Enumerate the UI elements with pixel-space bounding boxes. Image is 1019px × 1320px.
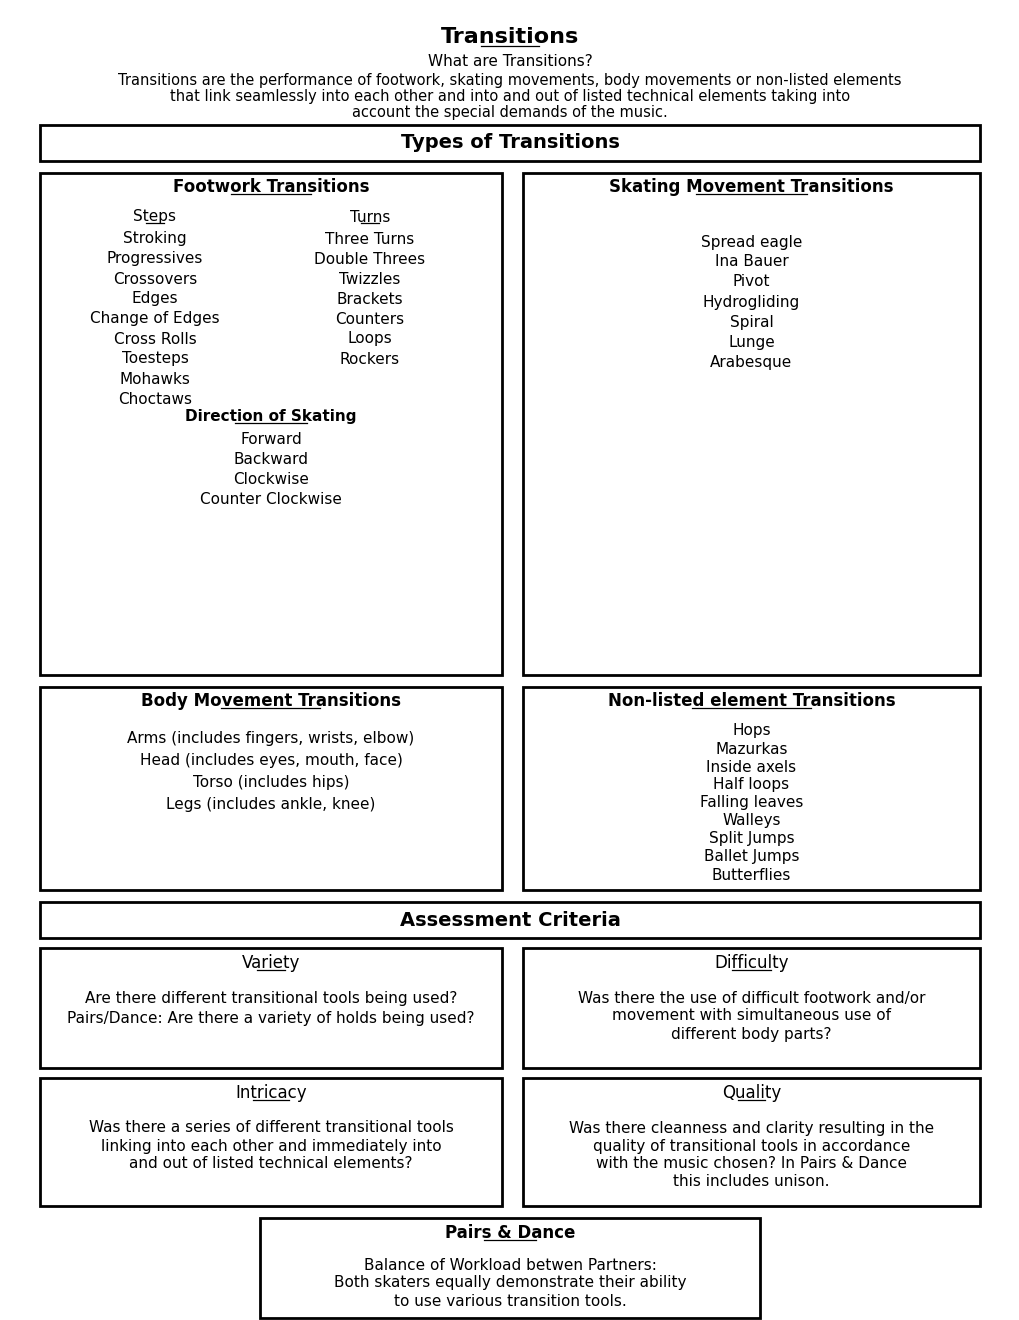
Text: to use various transition tools.: to use various transition tools. — [393, 1294, 626, 1308]
Text: Mazurkas: Mazurkas — [714, 742, 787, 756]
Text: Ina Bauer: Ina Bauer — [714, 255, 788, 269]
Text: Forward: Forward — [239, 432, 302, 446]
Text: Change of Edges: Change of Edges — [90, 312, 220, 326]
Text: Clockwise: Clockwise — [232, 471, 309, 487]
Text: Both skaters equally demonstrate their ability: Both skaters equally demonstrate their a… — [333, 1275, 686, 1291]
Text: Split Jumps: Split Jumps — [708, 832, 794, 846]
Text: Edges: Edges — [131, 292, 178, 306]
Text: Pivot: Pivot — [732, 275, 769, 289]
Text: Footwork Transitions: Footwork Transitions — [172, 178, 369, 195]
Bar — [523, 173, 979, 675]
Text: Counters: Counters — [335, 312, 405, 326]
Text: Inside axels: Inside axels — [706, 759, 796, 775]
Text: Body Movement Transitions: Body Movement Transitions — [141, 692, 400, 710]
Text: Types of Transitions: Types of Transitions — [400, 133, 619, 153]
Text: Toesteps: Toesteps — [121, 351, 189, 367]
Bar — [523, 948, 979, 1068]
Text: Turns: Turns — [350, 210, 390, 224]
Text: Rockers: Rockers — [339, 351, 399, 367]
Text: Half loops: Half loops — [712, 777, 789, 792]
Text: Brackets: Brackets — [336, 292, 403, 306]
Text: Twizzles: Twizzles — [339, 272, 400, 286]
Text: Assessment Criteria: Assessment Criteria — [399, 911, 620, 929]
Text: Mohawks: Mohawks — [119, 371, 191, 387]
Text: Was there the use of difficult footwork and/or: Was there the use of difficult footwork … — [577, 990, 924, 1006]
Text: Lunge: Lunge — [728, 334, 774, 350]
Text: Was there cleanness and clarity resulting in the: Was there cleanness and clarity resultin… — [569, 1121, 933, 1135]
Text: Quality: Quality — [721, 1084, 781, 1102]
Text: Walleys: Walleys — [721, 813, 780, 829]
Text: movement with simultaneous use of: movement with simultaneous use of — [611, 1008, 891, 1023]
Text: Intricacy: Intricacy — [235, 1084, 307, 1102]
Text: Legs (includes ankle, knee): Legs (includes ankle, knee) — [166, 797, 375, 813]
Text: Variety: Variety — [242, 954, 300, 972]
Text: Direction of Skating: Direction of Skating — [185, 409, 357, 425]
Text: quality of transitional tools in accordance: quality of transitional tools in accorda… — [592, 1138, 909, 1154]
Bar — [40, 125, 979, 161]
Text: Difficulty: Difficulty — [713, 954, 788, 972]
Text: Are there different transitional tools being used?: Are there different transitional tools b… — [85, 990, 457, 1006]
Text: that link seamlessly into each other and into and out of listed technical elemen: that link seamlessly into each other and… — [170, 88, 849, 103]
Text: Choctaws: Choctaws — [118, 392, 192, 407]
Text: Skating Movement Transitions: Skating Movement Transitions — [608, 178, 893, 195]
Text: Transitions are the performance of footwork, skating movements, body movements o: Transitions are the performance of footw… — [118, 73, 901, 87]
Text: Hops: Hops — [732, 723, 770, 738]
Text: Spiral: Spiral — [729, 314, 772, 330]
Text: Non-listed element Transitions: Non-listed element Transitions — [607, 692, 895, 710]
Text: Arabesque: Arabesque — [709, 355, 792, 370]
Text: with the music chosen? In Pairs & Dance: with the music chosen? In Pairs & Dance — [595, 1156, 906, 1172]
Text: Falling leaves: Falling leaves — [699, 796, 802, 810]
Bar — [40, 686, 501, 890]
Bar — [40, 902, 979, 939]
Text: Steps: Steps — [133, 210, 176, 224]
Text: account the special demands of the music.: account the special demands of the music… — [352, 104, 667, 120]
Bar — [40, 948, 501, 1068]
Text: Head (includes eyes, mouth, face): Head (includes eyes, mouth, face) — [140, 754, 403, 768]
Text: Crossovers: Crossovers — [113, 272, 197, 286]
Text: Balance of Workload betwen Partners:: Balance of Workload betwen Partners: — [363, 1258, 656, 1272]
Text: Double Threes: Double Threes — [314, 252, 425, 267]
Text: Stroking: Stroking — [123, 231, 186, 247]
Text: Arms (includes fingers, wrists, elbow): Arms (includes fingers, wrists, elbow) — [127, 731, 414, 747]
Text: Backward: Backward — [233, 451, 308, 466]
Bar — [40, 1078, 501, 1206]
Text: Ballet Jumps: Ballet Jumps — [703, 850, 799, 865]
Text: Butterflies: Butterflies — [711, 867, 791, 883]
Text: Transitions: Transitions — [440, 26, 579, 48]
Text: Loops: Loops — [347, 331, 392, 346]
Text: Counter Clockwise: Counter Clockwise — [200, 491, 341, 507]
Text: linking into each other and immediately into: linking into each other and immediately … — [101, 1138, 441, 1154]
Text: Progressives: Progressives — [107, 252, 203, 267]
Text: different body parts?: different body parts? — [671, 1027, 830, 1041]
Text: Pairs & Dance: Pairs & Dance — [444, 1224, 575, 1242]
Text: Three Turns: Three Turns — [325, 231, 414, 247]
Bar — [40, 173, 501, 675]
Text: Spread eagle: Spread eagle — [700, 235, 801, 249]
Text: Cross Rolls: Cross Rolls — [113, 331, 197, 346]
Bar — [523, 1078, 979, 1206]
Text: Was there a series of different transitional tools: Was there a series of different transiti… — [89, 1121, 453, 1135]
Text: What are Transitions?: What are Transitions? — [427, 54, 592, 70]
Bar — [523, 686, 979, 890]
Text: Pairs/Dance: Are there a variety of holds being used?: Pairs/Dance: Are there a variety of hold… — [67, 1011, 474, 1026]
Text: Hydrogliding: Hydrogliding — [702, 294, 799, 309]
Text: Torso (includes hips): Torso (includes hips) — [193, 776, 348, 791]
Text: this includes unison.: this includes unison. — [673, 1175, 828, 1189]
Bar — [260, 1218, 759, 1317]
Text: and out of listed technical elements?: and out of listed technical elements? — [129, 1156, 413, 1172]
